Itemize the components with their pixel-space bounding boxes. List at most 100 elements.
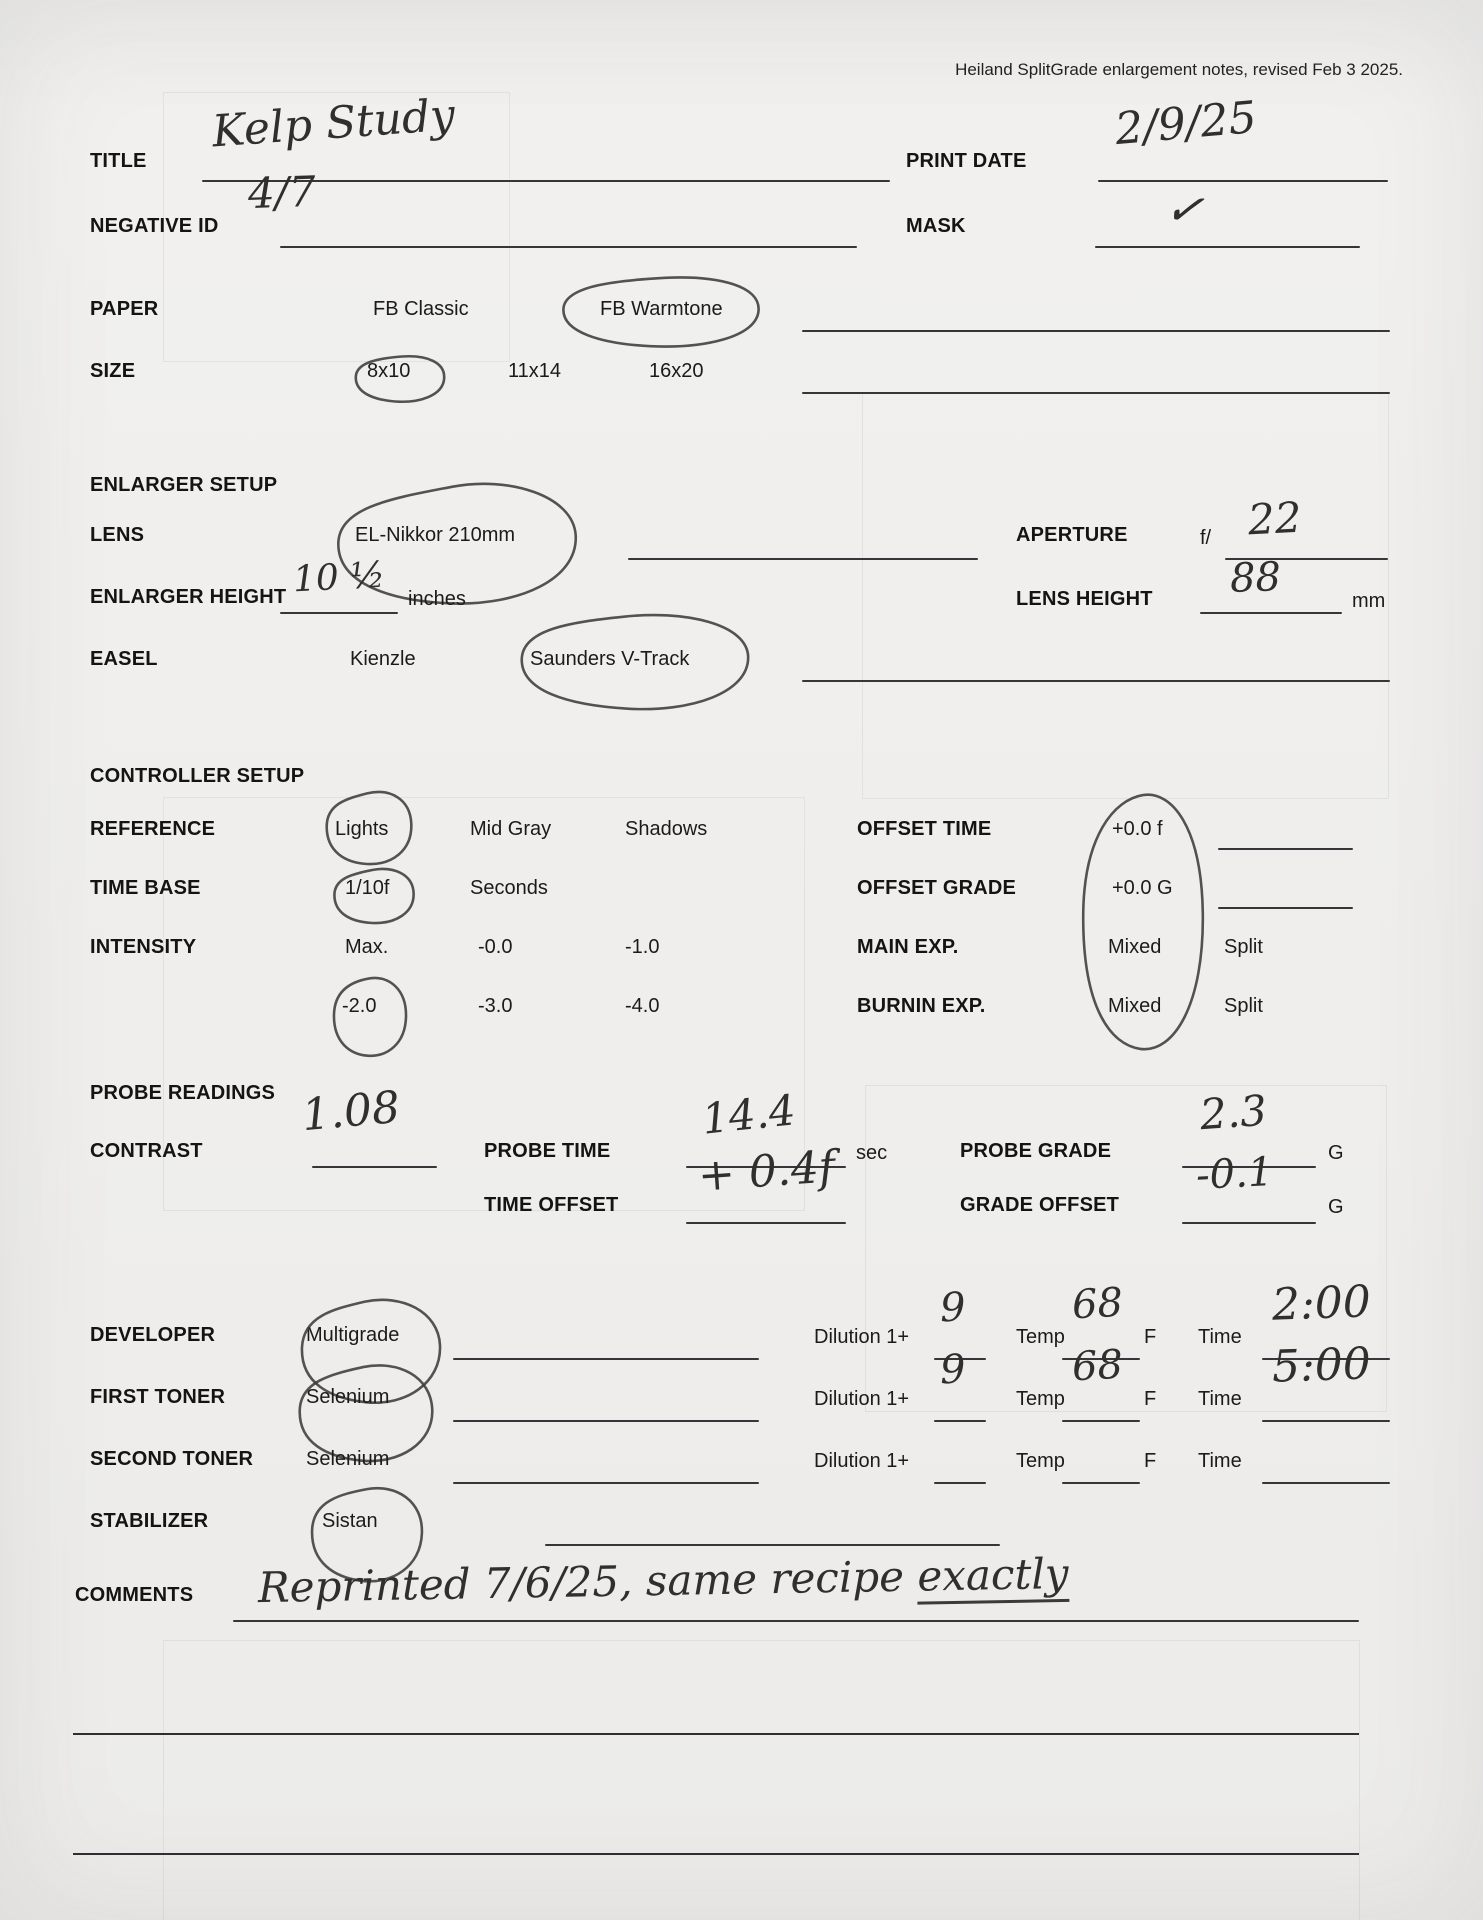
contrast-label: CONTRAST (90, 1140, 203, 1162)
easel-other-field-line (802, 680, 1390, 682)
handwritten-probe-grade: 2.3 (1198, 1085, 1269, 1140)
size-label: SIZE (90, 360, 136, 382)
burnin-exp-option-mixed: Mixed (1108, 995, 1162, 1017)
developer-time-line (1262, 1358, 1390, 1360)
bleedthrough-ghost (163, 92, 510, 362)
lens-other-field-line (628, 558, 978, 560)
probe-grade-field-line (1182, 1166, 1316, 1168)
bottom-rule-2 (73, 1853, 1359, 1855)
probe-time-label: PROBE TIME (484, 1140, 611, 1162)
selection-circle-sistan (306, 1484, 428, 1586)
first-toner-temp-label: Temp (1016, 1388, 1065, 1410)
developer-label: DEVELOPER (90, 1324, 216, 1346)
form-revision-note: Heiland SplitGrade enlargement notes, re… (955, 60, 1403, 79)
selection-circle-1-10f (330, 866, 418, 926)
intensity-option-minus20: -2.0 (342, 995, 377, 1017)
grade-offset-label: GRADE OFFSET (960, 1194, 1120, 1216)
offset-grade-field-line (1218, 907, 1353, 909)
developer-time-label: Time (1198, 1326, 1242, 1348)
time-base-option-seconds: Seconds (470, 877, 548, 899)
bottom-rule-1 (73, 1733, 1359, 1735)
grade-offset-unit: G (1328, 1196, 1344, 1218)
easel-option-saunders: Saunders V-Track (530, 648, 690, 670)
second-toner-time-line (1262, 1482, 1390, 1484)
intensity-option-minus10: -1.0 (625, 936, 660, 958)
enlarger-setup-heading: ENLARGER SETUP (90, 474, 278, 496)
time-base-option-1-10f: 1/10f (345, 877, 390, 899)
selection-circle-8x10 (352, 354, 448, 404)
handwritten-negative-id: 4/7 (247, 166, 317, 219)
probe-grade-label: PROBE GRADE (960, 1140, 1112, 1162)
selection-circle-saunders (512, 608, 758, 714)
paper-option-fb-classic: FB Classic (373, 298, 469, 320)
stabilizer-other-field-line (545, 1544, 1000, 1546)
main-exp-option-mixed: Mixed (1108, 936, 1162, 958)
contrast-field-line (312, 1166, 437, 1168)
intensity-label: INTENSITY (90, 936, 197, 958)
time-offset-label: TIME OFFSET (484, 1194, 619, 1216)
selection-circle-selenium (294, 1360, 438, 1466)
second-toner-temp-unit: F (1144, 1450, 1157, 1472)
probe-time-field-line (686, 1166, 846, 1168)
size-option-11x14: 11x14 (508, 360, 562, 382)
handwritten-contrast: 1.08 (299, 1081, 402, 1142)
offset-grade-label: OFFSET GRADE (857, 877, 1017, 899)
handwritten-mask-check: ✓ (1161, 179, 1208, 239)
selection-circle-el-nikkor (328, 478, 586, 610)
developer-dilution-label: Dilution 1+ (814, 1326, 910, 1348)
lens-height-label: LENS HEIGHT (1016, 588, 1153, 610)
title-label: TITLE (90, 150, 147, 172)
selection-circle-lights (322, 788, 416, 868)
handwritten-grade-offset: -0.1 (1194, 1149, 1275, 1199)
handwritten-comments: Reprinted 7/6/25, same recipe exactly (257, 1548, 1069, 1613)
developer-dilution-line (934, 1358, 986, 1360)
handwritten-dilution-first-toner: 9 (939, 1346, 967, 1394)
developer-option: Multigrade (306, 1324, 400, 1346)
controller-setup-heading: CONTROLLER SETUP (90, 765, 305, 787)
handwritten-enlarger-height: 10 ½ (291, 554, 387, 601)
lens-height-field-line (1200, 612, 1342, 614)
handwritten-time-developer: 2:00 (1271, 1276, 1372, 1331)
selection-circle-multigrade (296, 1294, 446, 1408)
paper-other-field-line (802, 330, 1390, 332)
negative-id-label: NEGATIVE ID (90, 215, 219, 237)
probe-grade-unit: G (1328, 1142, 1344, 1164)
developer-temp-unit: F (1144, 1326, 1157, 1348)
stabilizer-label: STABILIZER (90, 1510, 209, 1532)
intensity-option-minus00: -0.0 (478, 936, 513, 958)
handwritten-comments-main: Reprinted 7/6/25, same recipe (257, 1551, 905, 1613)
aperture-label: APERTURE (1016, 524, 1128, 546)
burnin-exp-option-split: Split (1224, 995, 1263, 1017)
first-toner-dilution-line (934, 1420, 986, 1422)
bleedthrough-ghost (163, 1640, 1360, 1920)
probe-readings-heading: PROBE READINGS (90, 1082, 276, 1104)
handwritten-dilution-developer: 9 (939, 1284, 967, 1332)
mask-label: MASK (906, 215, 966, 237)
easel-option-kienzle: Kienzle (350, 648, 416, 670)
offset-time-label: OFFSET TIME (857, 818, 992, 840)
first-toner-time-label: Time (1198, 1388, 1242, 1410)
handwritten-print-date: 2/9/25 (1113, 91, 1259, 156)
enlarger-height-unit: inches (408, 588, 466, 610)
bleedthrough-ghost (865, 1085, 1387, 1412)
title-field-line (202, 180, 890, 182)
handwritten-temp-first-toner: 68 (1070, 1341, 1125, 1391)
first-toner-temp-line (1062, 1420, 1140, 1422)
lens-option: EL-Nikkor 210mm (355, 524, 516, 546)
second-toner-temp-label: Temp (1016, 1450, 1065, 1472)
probe-time-unit: sec (856, 1142, 888, 1164)
first-toner-dilution-label: Dilution 1+ (814, 1388, 910, 1410)
print-date-field-line (1098, 180, 1388, 182)
second-toner-time-label: Time (1198, 1450, 1242, 1472)
handwritten-time-offset: + 0.4f (696, 1141, 837, 1202)
reference-option-mid-gray: Mid Gray (470, 818, 552, 840)
comments-field-line (233, 1620, 1359, 1622)
first-toner-temp-unit: F (1144, 1388, 1157, 1410)
paper-option-fb-warmtone: FB Warmtone (600, 298, 723, 320)
selection-circle-controller-values (1078, 786, 1208, 1058)
grade-offset-field-line (1182, 1222, 1316, 1224)
negative-id-field-line (280, 246, 857, 248)
time-offset-field-line (686, 1222, 846, 1224)
selection-circle-minus20 (330, 974, 410, 1060)
